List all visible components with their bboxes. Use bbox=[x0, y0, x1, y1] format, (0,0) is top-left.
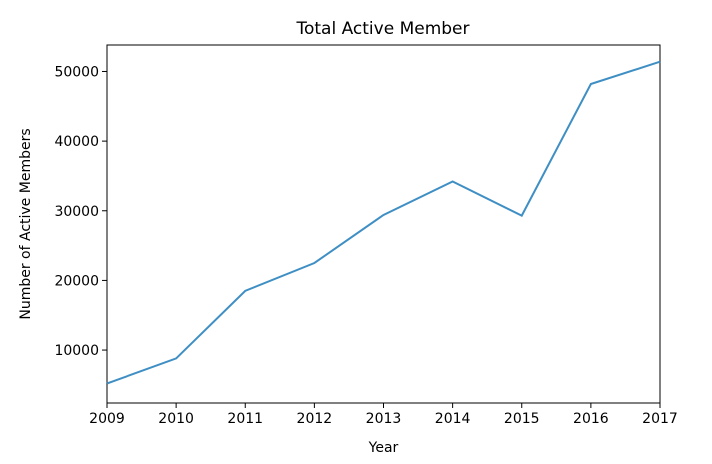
x-tick-label: 2009 bbox=[89, 411, 125, 427]
chart-title: Total Active Member bbox=[295, 19, 469, 39]
y-tick-label: 10000 bbox=[54, 343, 99, 359]
y-axis-label: Number of Active Members bbox=[18, 128, 34, 319]
series-line bbox=[107, 62, 660, 384]
x-tick-label: 2012 bbox=[297, 411, 333, 427]
x-tick-label: 2014 bbox=[435, 411, 471, 427]
x-tick-label: 2013 bbox=[366, 411, 402, 427]
x-axis-label: Year bbox=[368, 440, 399, 456]
y-axis: 10000 20000 30000 40000 50000 bbox=[54, 64, 107, 359]
plot-frame bbox=[107, 45, 660, 403]
x-tick-label: 2015 bbox=[504, 411, 540, 427]
x-tick-label: 2010 bbox=[158, 411, 194, 427]
y-tick-label: 50000 bbox=[54, 64, 99, 80]
x-axis: 2009 2010 2011 2012 2013 2014 2015 2016 2017 bbox=[89, 403, 678, 427]
y-tick-label: 20000 bbox=[54, 273, 99, 289]
plot-area bbox=[107, 45, 660, 403]
x-tick-label: 2011 bbox=[227, 411, 263, 427]
x-tick-label: 2017 bbox=[642, 411, 678, 427]
y-tick-label: 30000 bbox=[54, 204, 99, 220]
x-tick-label: 2016 bbox=[573, 411, 609, 427]
y-tick-label: 40000 bbox=[54, 134, 99, 150]
